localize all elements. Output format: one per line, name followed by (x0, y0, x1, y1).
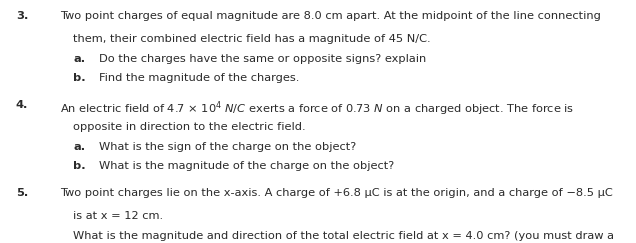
Text: 5.: 5. (16, 188, 28, 198)
Text: An electric field of 4.7 $\times$ 10$^{4}$ $N/C$ exerts a force of 0.73 $N$ on a: An electric field of 4.7 $\times$ 10$^{4… (60, 100, 575, 118)
Text: Two point charges lie on the x-axis. A charge of +6.8 μC is at the origin, and a: Two point charges lie on the x-axis. A c… (60, 188, 613, 198)
Text: a.: a. (73, 54, 85, 64)
Text: 3.: 3. (16, 11, 28, 21)
Text: Two point charges of equal magnitude are 8.0 cm apart. At the midpoint of the li: Two point charges of equal magnitude are… (60, 11, 601, 21)
Text: What is the sign of the charge on the object?: What is the sign of the charge on the ob… (99, 142, 356, 152)
Text: 4.: 4. (16, 100, 28, 110)
Text: b.: b. (73, 73, 86, 83)
Text: Do the charges have the same or opposite signs? explain: Do the charges have the same or opposite… (99, 54, 426, 64)
Text: What is the magnitude of the charge on the object?: What is the magnitude of the charge on t… (99, 161, 394, 171)
Text: Find the magnitude of the charges.: Find the magnitude of the charges. (99, 73, 299, 83)
Text: a.: a. (73, 142, 85, 152)
Text: b.: b. (73, 161, 86, 171)
Text: What is the magnitude and direction of the total electric field at x = 4.0 cm? (: What is the magnitude and direction of t… (73, 231, 614, 241)
Text: is at x = 12 cm.: is at x = 12 cm. (73, 211, 163, 221)
Text: opposite in direction to the electric field.: opposite in direction to the electric fi… (73, 122, 306, 132)
Text: them, their combined electric field has a magnitude of 45 N/C.: them, their combined electric field has … (73, 34, 431, 43)
